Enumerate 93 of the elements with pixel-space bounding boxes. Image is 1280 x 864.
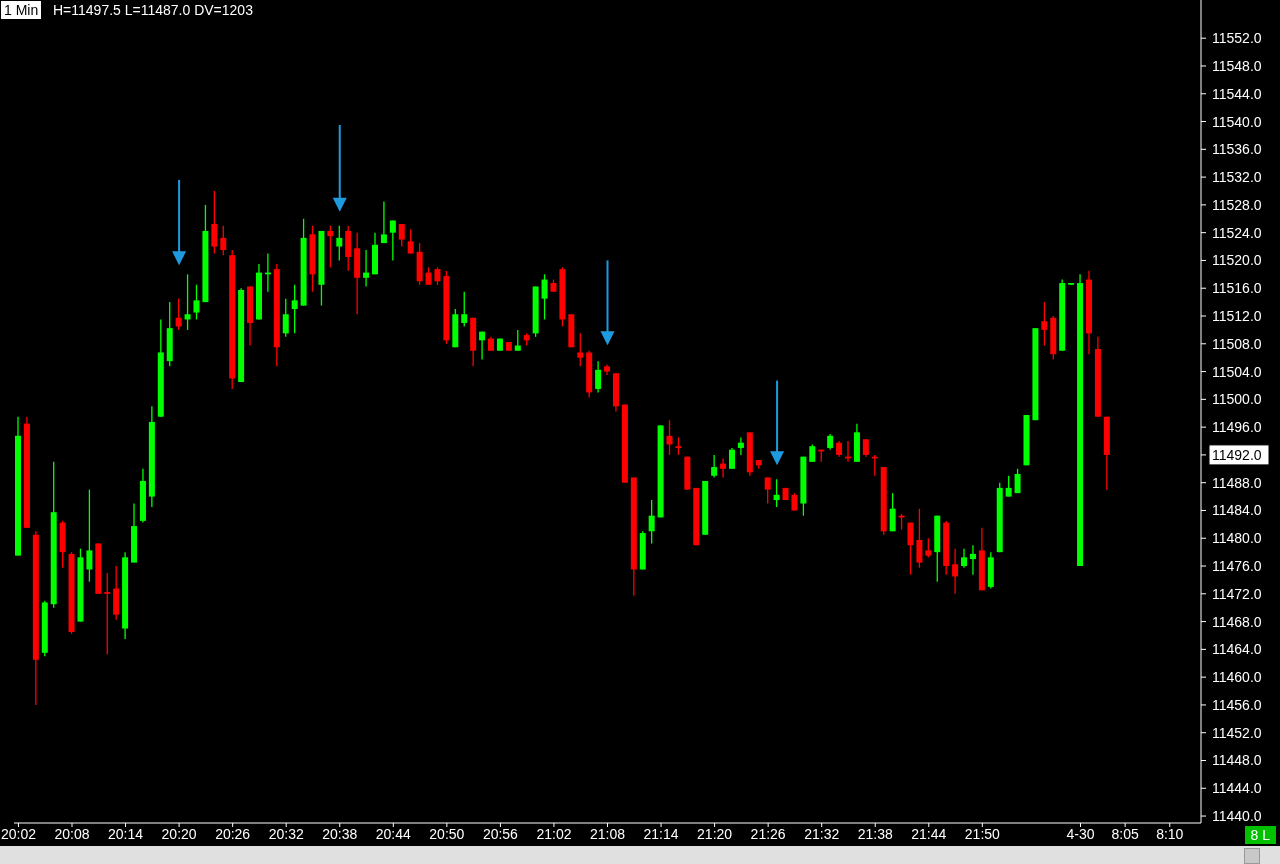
y-tick-label: 11548.0 xyxy=(1212,57,1262,74)
candlestick xyxy=(720,457,727,479)
candlestick xyxy=(916,508,923,569)
y-tick-label: 11464.0 xyxy=(1212,641,1262,658)
y-tick-label: 11468.0 xyxy=(1212,613,1262,630)
y-tick-label: 11448.0 xyxy=(1212,752,1262,769)
candlestick xyxy=(184,273,191,331)
x-tick-label: 21:14 xyxy=(643,825,679,842)
y-tick-label: 11508.0 xyxy=(1212,335,1262,352)
y-tick-label: 11496.0 xyxy=(1212,419,1262,436)
x-tick-label: 21:20 xyxy=(697,825,733,842)
candlestick xyxy=(193,284,200,321)
y-tick-label: 11476.0 xyxy=(1212,558,1262,575)
y-tick-label: 11532.0 xyxy=(1212,169,1262,186)
x-tick-label: 20:32 xyxy=(268,825,304,842)
y-tick-label: 11524.0 xyxy=(1212,224,1262,241)
candlestick xyxy=(925,537,932,558)
candlestick xyxy=(773,478,780,508)
x-tick-label: 21:32 xyxy=(804,825,840,842)
candlestick xyxy=(461,291,468,328)
y-tick-label: 11456.0 xyxy=(1212,696,1262,713)
candlestick xyxy=(1041,301,1048,347)
candlestick xyxy=(648,499,655,545)
candlestick xyxy=(336,225,343,262)
candlestick xyxy=(711,454,718,479)
x-tick-label: 20:38 xyxy=(322,825,358,842)
annotation: H=11497.5 L=11487.0 DV=1203 xyxy=(50,1,256,19)
x-tick-label: 20:26 xyxy=(215,825,251,842)
y-tick-label: 11440.0 xyxy=(1212,808,1262,825)
y-tick-label: 11504.0 xyxy=(1212,363,1262,380)
candlestick xyxy=(211,190,218,255)
x-tick-label: 21:02 xyxy=(536,825,572,842)
candlestick xyxy=(577,332,584,368)
x-tick-label: 8:05 xyxy=(1111,825,1139,842)
x-tick-label: 20:50 xyxy=(429,825,465,842)
candlestick xyxy=(969,544,976,576)
candlestick xyxy=(479,330,486,361)
candlestick xyxy=(541,273,548,321)
y-tick-label: 11488.0 xyxy=(1212,474,1262,491)
y-tick-label: 11452.0 xyxy=(1212,724,1262,741)
candlestick xyxy=(291,284,298,335)
y-tick-label: 11516.0 xyxy=(1212,280,1262,297)
candlestick xyxy=(764,476,771,505)
y-tick-label: 11536.0 xyxy=(1212,141,1262,158)
y-tick-label: 11512.0 xyxy=(1212,308,1262,324)
y-tick-label: 11500.0 xyxy=(1212,391,1262,408)
x-tick-label: 20:20 xyxy=(161,825,197,842)
x-tick-label: 21:44 xyxy=(911,825,947,842)
candlestick xyxy=(327,225,334,269)
candlestick xyxy=(86,488,93,583)
x-tick-label: 20:08 xyxy=(54,825,90,842)
text: 8 L xyxy=(1244,826,1276,844)
x-tick-label: 8:10 xyxy=(1156,825,1184,842)
x-tick-label: 21:38 xyxy=(857,825,893,842)
candlestick xyxy=(728,447,735,470)
candlestick xyxy=(889,492,896,532)
candlestick xyxy=(514,329,521,352)
candlestick xyxy=(220,225,227,256)
x-tick-label: 20:56 xyxy=(482,825,519,842)
y-tick-label: 11484.0 xyxy=(1212,502,1262,519)
y-tick-label: 11544.0 xyxy=(1212,85,1262,102)
candlestick xyxy=(1005,475,1012,498)
y-tick-label: 11472.0 xyxy=(1212,585,1262,602)
y-tick-label: 11460.0 xyxy=(1212,669,1262,686)
candlestick xyxy=(907,521,914,576)
y-tick-label: 11520.0 xyxy=(1212,252,1262,269)
x-tick-label: 21:50 xyxy=(964,825,1001,842)
y-tick-label: 11492.0 xyxy=(1212,446,1262,463)
candlestick xyxy=(1014,468,1021,494)
candlestick xyxy=(282,297,289,338)
candlestick xyxy=(952,548,959,595)
candlestick xyxy=(363,249,370,288)
y-tick-label: 11480.0 xyxy=(1212,530,1262,547)
x-tick-label: 20:02 xyxy=(0,825,37,842)
candlestick xyxy=(175,297,182,331)
x-tick-label: 4-30 xyxy=(1066,825,1095,842)
y-tick-label: 11540.0 xyxy=(1212,113,1262,130)
annotation: 1 Min xyxy=(1,1,42,19)
y-tick-label: 11552.0 xyxy=(1212,30,1262,47)
candlestick xyxy=(104,572,111,656)
candlestick xyxy=(961,548,968,569)
x-tick-label: 21:26 xyxy=(750,825,786,842)
y-tick-label: 11528.0 xyxy=(1212,196,1262,213)
y-tick-label: 11444.0 xyxy=(1212,780,1262,797)
candlestick xyxy=(737,436,744,456)
candlestick xyxy=(407,228,414,255)
x-tick-label: 20:14 xyxy=(108,825,144,842)
x-tick-label: 20:44 xyxy=(375,825,412,842)
candlestick xyxy=(389,219,396,262)
x-tick-label: 21:08 xyxy=(589,825,626,842)
candlestick xyxy=(595,360,602,394)
candlestick xyxy=(380,200,387,244)
candlestick xyxy=(666,419,673,456)
